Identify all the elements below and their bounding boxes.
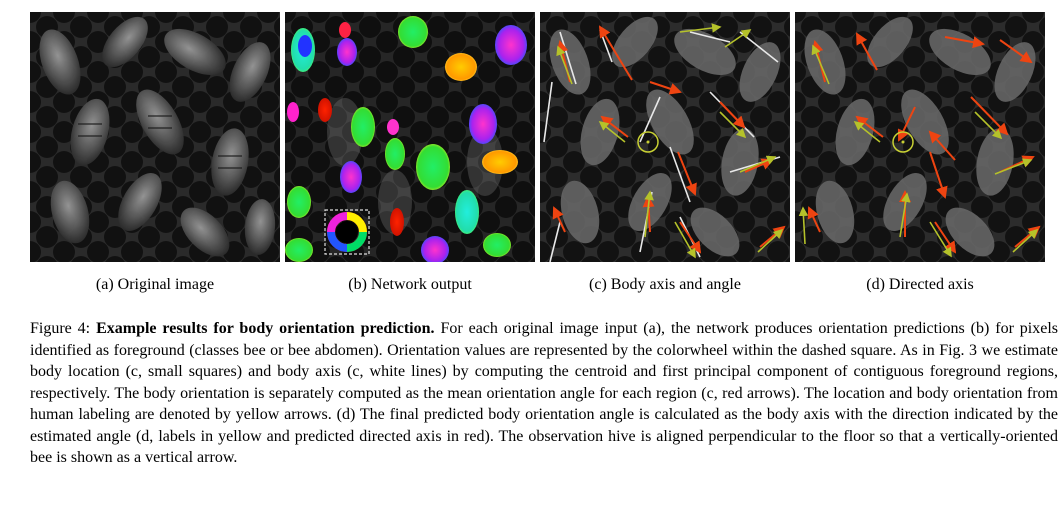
subcaption-c: (c) Body axis and angle [589,276,741,293]
colorwheel-icon [324,209,370,255]
figure-caption-text: For each original image input (a), the n… [30,320,1059,466]
subcaption-a: (a) Original image [95,276,215,293]
panel-original-image [30,12,280,262]
panel-network-output [285,12,535,262]
panel-directed-axis [795,12,1045,262]
figure-caption: Figure 4: Example results for body orien… [30,318,1058,469]
subcaption-d: (d) Directed axis [866,276,974,293]
figure-caption-title: Example results for body orientation pre… [96,320,435,337]
subcaption-b: (b) Network output [348,276,472,293]
panel-body-axis-and-angle [540,12,790,262]
figure-label: Figure 4: [30,320,91,337]
